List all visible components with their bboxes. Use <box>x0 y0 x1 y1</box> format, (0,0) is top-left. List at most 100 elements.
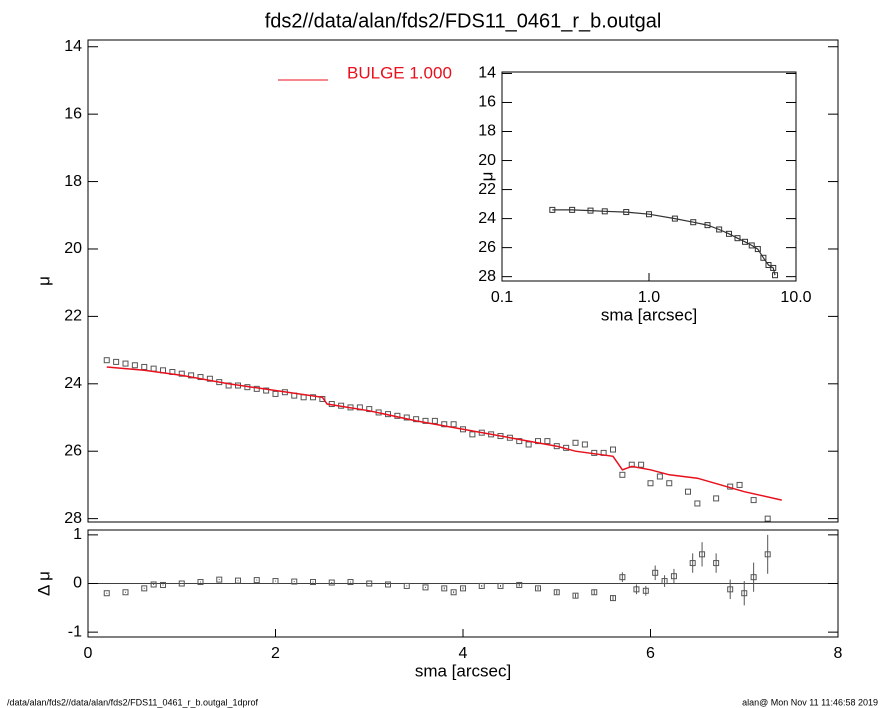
data-point <box>206 375 213 382</box>
data-point <box>131 362 138 369</box>
panel: 14 16 18 20 22 24 26 28 0.1 1.0 10.0 μ sma [arcsec] <box>477 65 811 325</box>
plot-frame <box>501 71 797 282</box>
data-point <box>652 569 659 576</box>
x-tick-label: 1.0 <box>638 289 660 306</box>
data-point <box>764 551 771 558</box>
footer-right: alan@ Mon Nov 11 11:46:58 2019 <box>742 697 878 707</box>
data-point <box>535 585 541 592</box>
data-point <box>497 582 504 589</box>
data-point <box>610 595 616 602</box>
y-tick-label: 16 <box>64 105 82 122</box>
footer-left: /data/alan/fds2//data/alan/fds2/FDS11_04… <box>7 697 259 707</box>
data-point <box>694 500 701 507</box>
data-point <box>188 372 195 379</box>
data-point <box>553 589 560 596</box>
data-point <box>441 421 448 428</box>
x-tick-label: 2 <box>271 645 280 662</box>
data-point <box>225 382 232 389</box>
data-point <box>403 582 410 589</box>
data-point <box>689 560 696 567</box>
data-point <box>610 446 616 453</box>
data-point <box>450 589 457 596</box>
data-point <box>716 226 723 233</box>
data-point <box>366 580 373 587</box>
data-point <box>770 264 777 271</box>
data-point <box>646 211 652 218</box>
x-axis-label: sma [arcsec] <box>601 305 697 324</box>
data-point <box>666 480 673 487</box>
data-point <box>422 417 429 424</box>
data-point <box>516 438 523 445</box>
data-point <box>310 394 316 401</box>
data-point <box>197 579 204 586</box>
data-point <box>263 387 270 394</box>
data-point <box>150 581 157 588</box>
data-point <box>403 414 410 421</box>
data-point <box>713 495 720 502</box>
data-point <box>103 357 110 364</box>
data-point <box>748 242 755 249</box>
data-point <box>619 574 626 581</box>
data-point <box>460 585 466 592</box>
data-point <box>141 585 148 592</box>
data-point <box>272 390 279 397</box>
data-point <box>103 590 110 597</box>
data-point <box>431 417 438 424</box>
data-point <box>764 515 771 522</box>
x-tick-label: 0 <box>84 645 93 662</box>
data-point <box>544 438 551 445</box>
data-point <box>319 395 326 402</box>
plot-frame <box>87 529 839 638</box>
y-tick-label: 22 <box>478 181 496 198</box>
data-point <box>216 576 223 583</box>
data-point <box>685 488 691 495</box>
y-tick-label: 22 <box>64 308 82 325</box>
data-point <box>704 222 711 229</box>
data-point <box>572 592 579 599</box>
data-point <box>272 578 279 585</box>
y-tick-label: 24 <box>64 375 82 392</box>
y-tick-label: 14 <box>478 65 496 82</box>
y-axis-label: μ <box>477 172 496 182</box>
data-point <box>291 578 298 585</box>
data-point <box>328 579 335 586</box>
data-point <box>197 374 204 381</box>
data-point <box>656 473 663 480</box>
data-point <box>122 360 129 367</box>
data-point <box>623 209 630 216</box>
data-point <box>591 589 598 596</box>
data-line <box>552 209 776 276</box>
data-point <box>178 370 185 377</box>
data-point <box>253 577 260 584</box>
data-point <box>725 230 732 237</box>
data-point <box>572 439 579 446</box>
data-point <box>525 441 532 448</box>
data-point <box>633 586 640 593</box>
legend-label: BULGE 1.000 <box>347 63 452 82</box>
data-point <box>141 363 148 370</box>
data-point <box>671 215 678 222</box>
y-tick-label: 24 <box>478 210 496 227</box>
y-tick-label: 28 <box>478 268 496 285</box>
data-point <box>178 580 185 587</box>
y-tick-label: 20 <box>64 240 82 257</box>
data-point <box>647 480 654 487</box>
data-point <box>750 497 757 504</box>
data-point <box>516 581 523 588</box>
x-tick-label: 4 <box>459 645 468 662</box>
data-point <box>750 574 757 581</box>
data-point <box>422 584 429 591</box>
data-point <box>113 358 120 365</box>
data-point <box>366 406 373 413</box>
plot-area <box>502 72 796 281</box>
data-point <box>736 481 743 488</box>
data-point <box>385 581 391 588</box>
data-point <box>772 272 779 279</box>
data-point <box>619 471 626 478</box>
x-tick-label: 0.1 <box>491 289 513 306</box>
data-point <box>581 441 588 448</box>
y-tick-label: -1 <box>68 623 82 640</box>
data-point <box>742 238 749 245</box>
data-point <box>741 590 748 597</box>
